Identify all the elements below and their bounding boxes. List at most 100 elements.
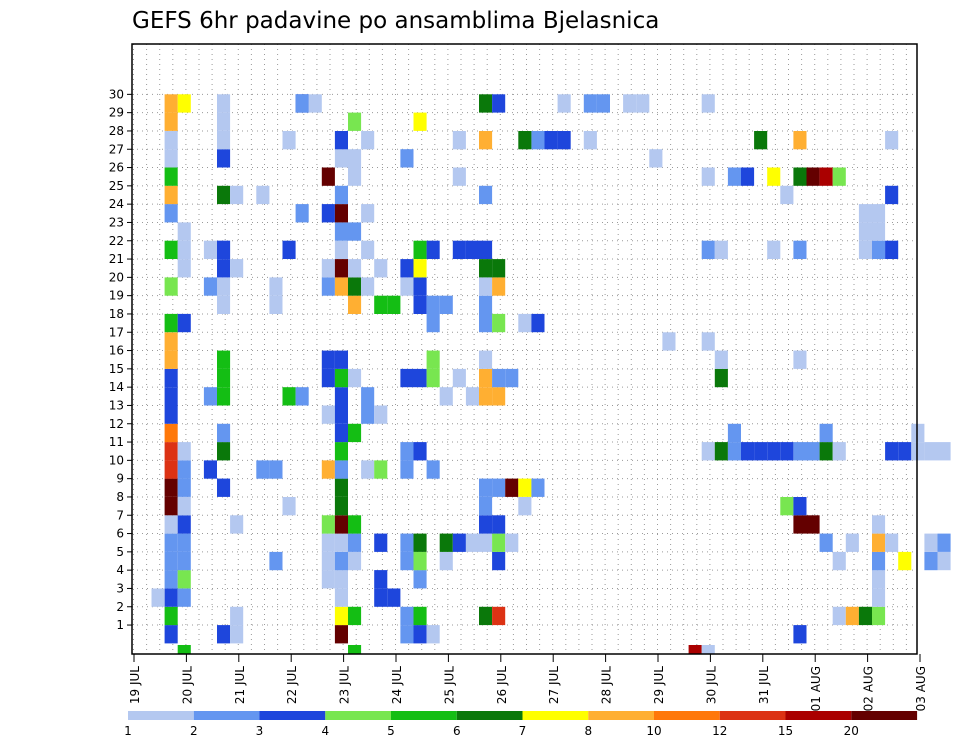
y-tick-label: 15	[109, 362, 124, 376]
heatmap-cell	[623, 94, 637, 113]
heatmap-cell	[767, 240, 781, 259]
heatmap-cell	[321, 204, 335, 223]
heatmap-cell	[348, 259, 362, 278]
x-tick-label: 01 AUG	[809, 666, 823, 711]
heatmap-cell	[832, 551, 846, 571]
heatmap-cell	[819, 442, 833, 461]
colorbar-label: 5	[387, 724, 395, 738]
heatmap-cell	[164, 350, 178, 369]
heatmap-cell	[583, 94, 597, 113]
heatmap-cell	[334, 625, 348, 644]
heatmap-cell	[885, 442, 899, 461]
x-tick-label: 03 AUG	[914, 666, 928, 711]
heatmap-cell	[164, 313, 178, 333]
y-tick-label: 11	[109, 435, 124, 449]
heatmap-cell	[400, 460, 414, 479]
heatmap-cell	[256, 185, 270, 205]
heatmap-cell	[164, 442, 178, 461]
plot-frame	[131, 43, 918, 655]
colorbar-swatch	[522, 711, 589, 720]
heatmap-cell	[334, 259, 348, 278]
heatmap-cell	[832, 167, 846, 186]
heatmap-cell	[872, 570, 886, 589]
heatmap-cell	[177, 478, 191, 497]
heatmap-cell	[177, 570, 191, 589]
x-tick-label: 21 JUL	[233, 666, 247, 704]
heatmap-cell	[400, 149, 414, 168]
heatmap-cell	[465, 240, 479, 259]
heatmap-cell	[217, 368, 231, 388]
heatmap-cell	[334, 570, 348, 589]
heatmap-cell	[282, 387, 296, 406]
heatmap-cell	[492, 478, 506, 497]
heatmap-cell	[217, 277, 231, 296]
y-tick-label: 18	[109, 307, 124, 321]
heatmap-cell	[177, 645, 191, 654]
heatmap-cell	[439, 295, 453, 314]
heatmap-cell	[269, 277, 283, 296]
heatmap-cell	[701, 442, 715, 461]
heatmap-cell	[793, 515, 807, 534]
heatmap-cell	[400, 442, 414, 461]
heatmap-cell	[557, 131, 571, 150]
colorbar-legend: 1 2 3 4 5 6 7 8 10 12 15 20	[124, 711, 918, 738]
heatmap-cell	[177, 94, 191, 113]
heatmap-cell	[492, 313, 506, 333]
heatmap-cell	[426, 350, 440, 369]
heatmap-cell	[505, 368, 519, 388]
heatmap-cell	[832, 442, 846, 461]
heatmap-cell	[492, 387, 506, 406]
heatmap-cell	[334, 551, 348, 571]
x-tick-label: 20 JUL	[180, 666, 194, 704]
heatmap-cell	[413, 570, 427, 589]
heatmap-cell	[452, 131, 466, 150]
heatmap-cell	[636, 94, 650, 113]
heatmap-cell	[596, 94, 610, 113]
heatmap-cell	[348, 167, 362, 186]
heatmap-cell	[780, 497, 794, 516]
heatmap-cell	[177, 313, 191, 333]
heatmap-cell	[479, 368, 493, 388]
heatmap-cell	[164, 94, 178, 113]
heatmap-cell	[793, 442, 807, 461]
heatmap-cell	[858, 222, 872, 241]
heatmap-cell	[492, 533, 506, 552]
x-tick-label: 22 JUL	[285, 666, 299, 704]
heatmap-cell	[374, 533, 388, 552]
heatmap-cell	[321, 368, 335, 388]
colorbar-label: 8	[584, 724, 592, 738]
y-tick-label: 12	[109, 417, 124, 431]
heatmap-cell	[741, 442, 755, 461]
heatmap-cell	[793, 350, 807, 369]
heatmap-cell	[374, 570, 388, 589]
heatmap-cell	[557, 94, 571, 113]
heatmap-cell	[334, 497, 348, 516]
heatmap-cell	[295, 94, 309, 113]
heatmap-cell	[203, 460, 217, 479]
heatmap-cell	[793, 131, 807, 150]
heatmap-cell	[479, 606, 493, 626]
heatmap-cell	[177, 551, 191, 571]
heatmap-cell	[426, 460, 440, 479]
heatmap-cell	[348, 368, 362, 388]
heatmap-cell	[321, 570, 335, 589]
colorbar-label: 15	[778, 724, 793, 738]
heatmap-cell	[164, 551, 178, 571]
heatmap-cell	[505, 478, 519, 497]
colorbar-swatch	[785, 711, 852, 720]
heatmap-cell	[361, 204, 375, 223]
heatmap-cell	[177, 460, 191, 479]
heatmap-cell	[518, 131, 532, 150]
y-tick-label: 25	[109, 179, 124, 193]
heatmap-cell	[531, 313, 545, 333]
heatmap-cell	[334, 277, 348, 296]
heatmap-cell	[701, 167, 715, 186]
heatmap-cell	[413, 259, 427, 278]
heatmap-cell	[518, 478, 532, 497]
heatmap-cell	[819, 533, 833, 552]
heatmap-cell	[282, 240, 296, 259]
x-tick-label: 24 JUL	[390, 666, 404, 704]
heatmap-cell	[282, 131, 296, 150]
heatmap-cell	[374, 405, 388, 424]
heatmap-cell	[334, 460, 348, 479]
